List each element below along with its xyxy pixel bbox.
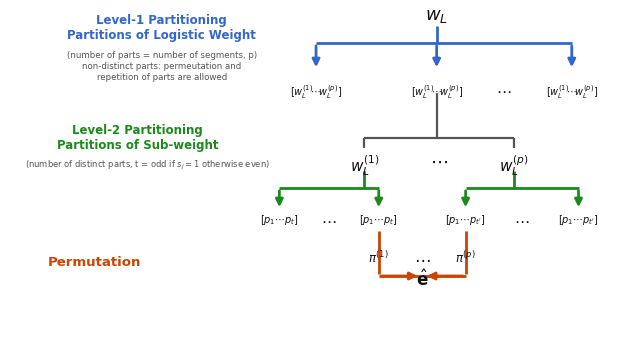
Text: $[p_1 \cdots p_t]$: $[p_1 \cdots p_t]$	[260, 213, 299, 227]
Text: Level-1 Partitioning
Partitions of Logistic Weight: Level-1 Partitioning Partitions of Logis…	[67, 14, 256, 42]
Text: $\cdots$: $\cdots$	[414, 250, 430, 268]
Text: $\cdots$: $\cdots$	[515, 213, 529, 228]
Text: $\cdots$: $\cdots$	[321, 213, 337, 228]
Text: $[w_L^{(1)}\!\cdots\! w_L^{(p)}]$: $[w_L^{(1)}\!\cdots\! w_L^{(p)}]$	[546, 83, 598, 101]
Text: $\hat{\mathbf{e}}$: $\hat{\mathbf{e}}$	[416, 270, 428, 290]
Text: (number of distinct parts, t = odd if $s_j=1$ otherwise even): (number of distinct parts, t = odd if $s…	[25, 159, 270, 171]
Text: non-distinct parts: permeutation and
repetition of parts are allowed: non-distinct parts: permeutation and rep…	[82, 62, 241, 82]
Text: Permutation: Permutation	[47, 256, 141, 270]
Text: Level-2 Partitioning
Partitions of Sub-weight: Level-2 Partitioning Partitions of Sub-w…	[57, 124, 218, 152]
Text: $[p_1 \cdots p_t]$: $[p_1 \cdots p_t]$	[360, 213, 398, 227]
Text: $\cdots$: $\cdots$	[430, 153, 448, 171]
Text: $w_L$: $w_L$	[425, 7, 448, 25]
Text: $w_L^{(1)}$: $w_L^{(1)}$	[350, 153, 379, 178]
Text: $w_L^{(p)}$: $w_L^{(p)}$	[499, 153, 529, 178]
Text: $\cdots$: $\cdots$	[497, 83, 512, 98]
Text: $[p_1 \cdots p_{t^\prime}]$: $[p_1 \cdots p_{t^\prime}]$	[558, 213, 599, 227]
Text: $[p_1 \cdots p_{t^\prime}]$: $[p_1 \cdots p_{t^\prime}]$	[445, 213, 486, 227]
Text: $\pi^{(p)}$: $\pi^{(p)}$	[455, 250, 476, 266]
Text: $[w_L^{(1)}\!\cdots\! w_L^{(p)}]$: $[w_L^{(1)}\!\cdots\! w_L^{(p)}]$	[410, 83, 463, 101]
Text: $\pi^{(1)}$: $\pi^{(1)}$	[368, 250, 389, 266]
Text: $[w_L^{(1)}\!\cdots\! w_L^{(p)}]$: $[w_L^{(1)}\!\cdots\! w_L^{(p)}]$	[290, 83, 342, 101]
Text: (number of parts = number of segments, p): (number of parts = number of segments, p…	[66, 50, 257, 59]
